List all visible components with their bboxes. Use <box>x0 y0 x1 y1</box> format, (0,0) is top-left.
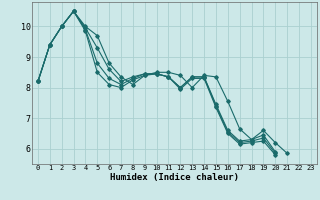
X-axis label: Humidex (Indice chaleur): Humidex (Indice chaleur) <box>110 173 239 182</box>
